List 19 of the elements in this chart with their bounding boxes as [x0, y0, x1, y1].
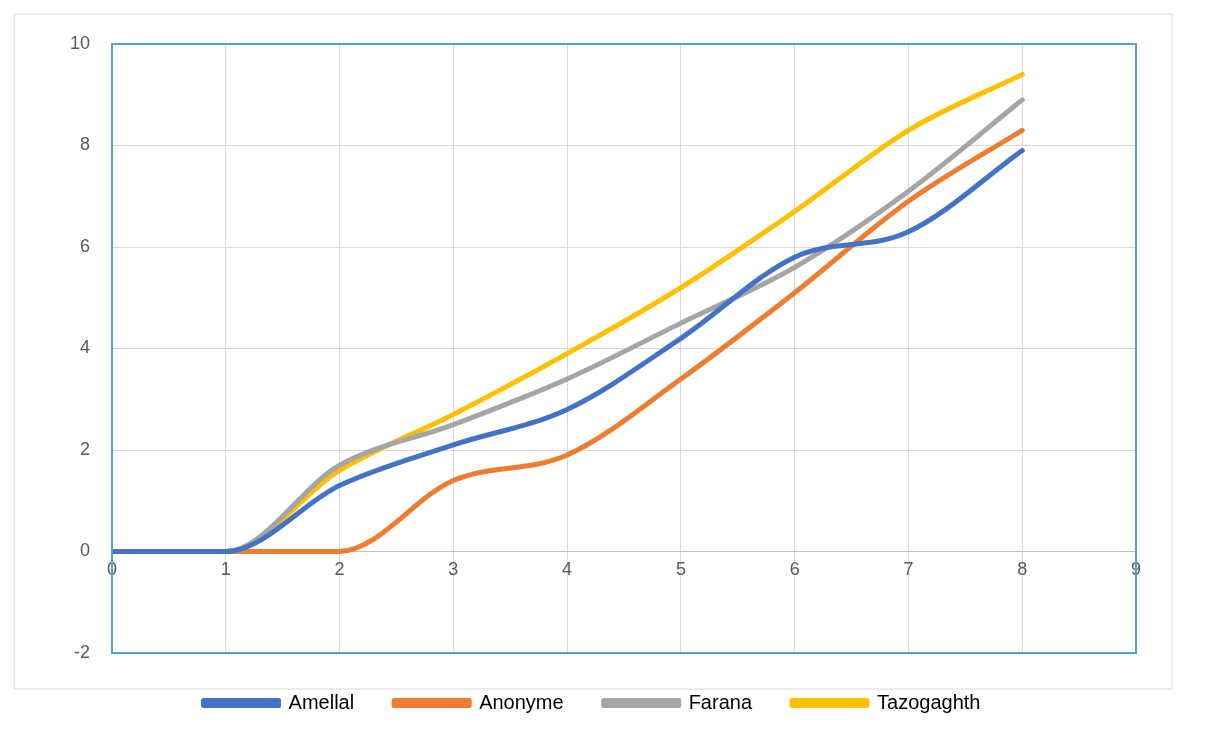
x-tick-label: 6 — [789, 559, 800, 580]
y-tick-label: 10 — [69, 32, 91, 53]
x-tick-label: 5 — [675, 559, 686, 580]
legend-label: Anonyme — [479, 690, 564, 713]
legend-label: Amellal — [288, 690, 355, 713]
legend-label: Farana — [688, 690, 753, 713]
y-tick-label: 0 — [80, 540, 91, 561]
x-tick-label: 4 — [562, 559, 573, 580]
y-tick-label: 8 — [80, 134, 91, 155]
y-tick-label: 2 — [80, 438, 91, 459]
y-tick-label: 6 — [80, 235, 91, 256]
x-tick-label: 8 — [1017, 559, 1028, 580]
x-tick-label: 1 — [220, 559, 231, 580]
y-tick-label: 4 — [80, 337, 91, 358]
x-tick-label: 7 — [903, 559, 914, 580]
x-tick-label: 2 — [334, 559, 345, 580]
x-tick-label: 3 — [448, 559, 459, 580]
legend-label: Tazogaghth — [877, 690, 981, 713]
y-tick-label: -2 — [74, 641, 91, 662]
